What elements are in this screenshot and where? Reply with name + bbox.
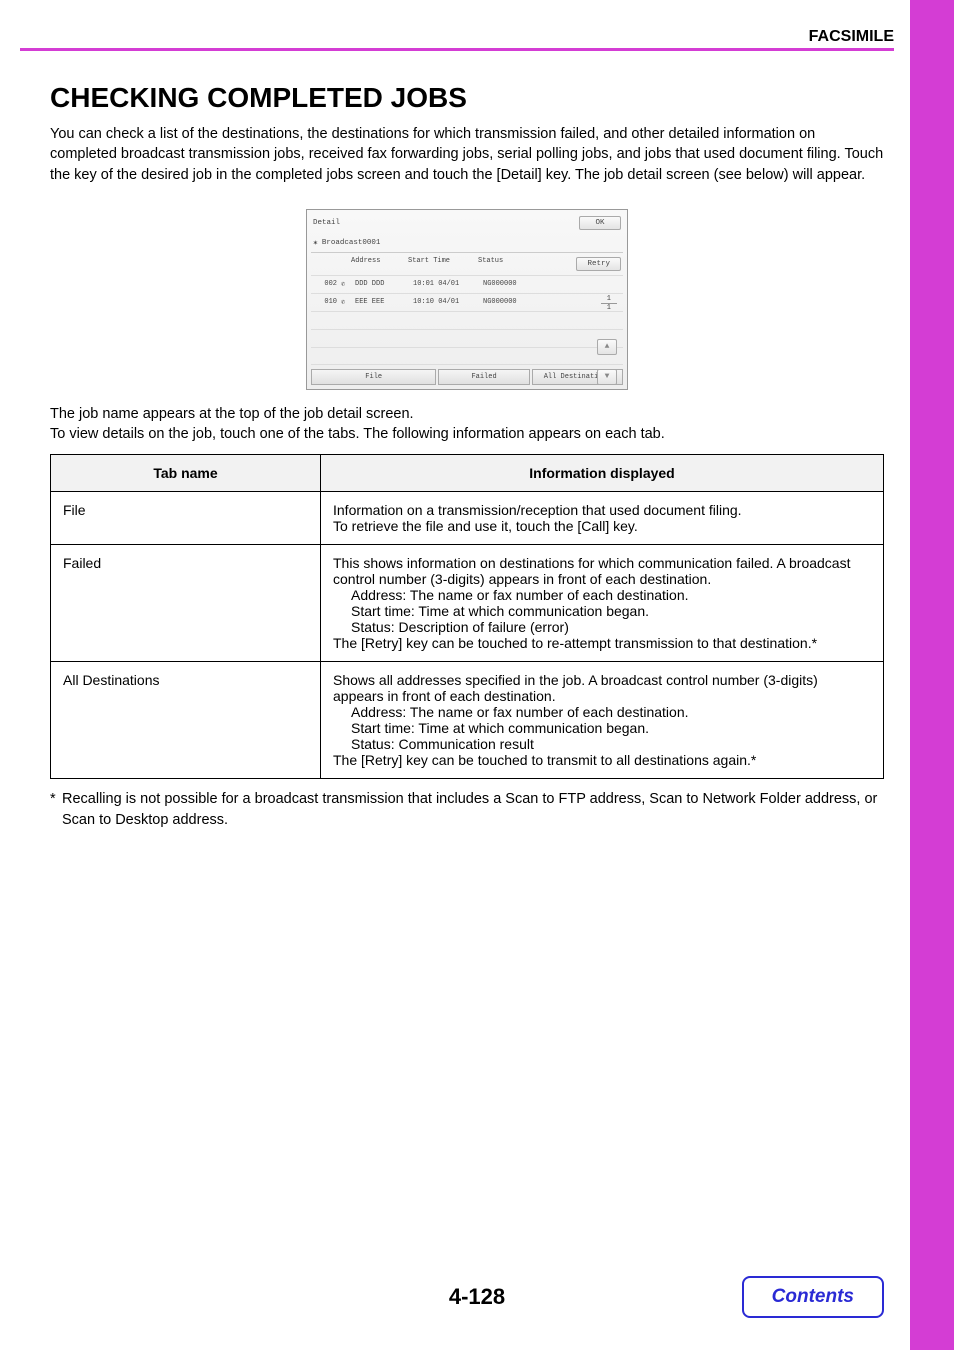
scroll-up-button[interactable]: ▲ [597,339,617,355]
col-status: Status [478,257,528,271]
device-screenshot: Detail OK ✶ Broadcast0001 Address Start … [306,209,628,390]
contents-button[interactable]: Contents [742,1276,884,1318]
midtext-line: To view details on the job, touch one of… [50,426,665,442]
col-start-time: Start Time [408,257,478,271]
info-line-indent: Status: Description of failure (error) [333,619,871,635]
scroll-down-button[interactable]: ▼ [597,369,617,385]
th-tab-name: Tab name [51,455,321,492]
row-number: 002 [313,280,341,288]
section-header: FACSIMILE [809,28,894,46]
row-address: EEE EEE [355,298,413,306]
tab-file[interactable]: File [311,369,436,385]
info-line: To retrieve the file and use it, touch t… [333,518,638,534]
row-status: NG000000 [483,280,533,288]
ok-button[interactable]: OK [579,216,621,230]
cell-tab-name: Failed [51,545,321,662]
row-address: DDD DDD [355,280,413,288]
intro-paragraph: You can check a list of the destinations… [50,124,884,185]
info-table: Tab name Information displayed File Info… [50,454,884,779]
broadcast-name: Broadcast0001 [322,239,381,247]
th-info-displayed: Information displayed [321,455,884,492]
page-title: CHECKING COMPLETED JOBS [50,82,884,114]
info-line: Information on a transmission/reception … [333,502,742,518]
tab-failed[interactable]: Failed [438,369,529,385]
info-line: This shows information on destinations f… [333,555,851,587]
destination-row[interactable]: 002 ✆ DDD DDD 10:01 04/01 NG000000 [311,275,623,293]
cell-info: Shows all addresses specified in the job… [321,662,884,779]
table-row: File Information on a transmission/recep… [51,492,884,545]
footnote: * Recalling is not possible for a broadc… [50,789,884,830]
table-row: All Destinations Shows all addresses spe… [51,662,884,779]
empty-row [311,311,623,329]
empty-row [311,347,623,365]
detail-label: Detail [313,219,340,227]
side-tab-bar [910,0,954,1350]
info-line-indent: Start time: Time at which communication … [333,720,871,736]
retry-button[interactable]: Retry [576,257,621,271]
page-current: 1 [601,295,617,304]
info-line-indent: Address: The name or fax number of each … [333,704,871,720]
footnote-star: * [50,789,62,830]
cell-tab-name: File [51,492,321,545]
footnote-text: Recalling is not possible for a broadcas… [62,789,884,830]
info-line: Shows all addresses specified in the job… [333,672,818,704]
row-start: 10:01 04/01 [413,280,483,288]
info-line-indent: Status: Communication result [333,736,871,752]
page-total: 1 [601,304,617,312]
pager: 1 1 [601,295,617,312]
cell-info: This shows information on destinations f… [321,545,884,662]
cell-tab-name: All Destinations [51,662,321,779]
description-text: The job name appears at the top of the j… [50,404,884,445]
cell-info: Information on a transmission/reception … [321,492,884,545]
header-divider [20,48,894,51]
info-line-indent: Start time: Time at which communication … [333,603,871,619]
phone-icon: ✆ [341,280,355,289]
phone-icon: ✆ [341,298,355,307]
empty-row [311,329,623,347]
info-line-indent: Address: The name or fax number of each … [333,587,871,603]
row-number: 010 [313,298,341,306]
row-status: NG000000 [483,298,533,306]
table-row: Failed This shows information on destina… [51,545,884,662]
col-address: Address [313,257,408,271]
broadcast-icon: ✶ [313,238,318,248]
row-start: 10:10 04/01 [413,298,483,306]
info-line: The [Retry] key can be touched to re-att… [333,635,817,651]
midtext-line: The job name appears at the top of the j… [50,406,414,422]
destination-row[interactable]: 010 ✆ EEE EEE 10:10 04/01 NG000000 [311,293,623,311]
info-line: The [Retry] key can be touched to transm… [333,752,756,768]
